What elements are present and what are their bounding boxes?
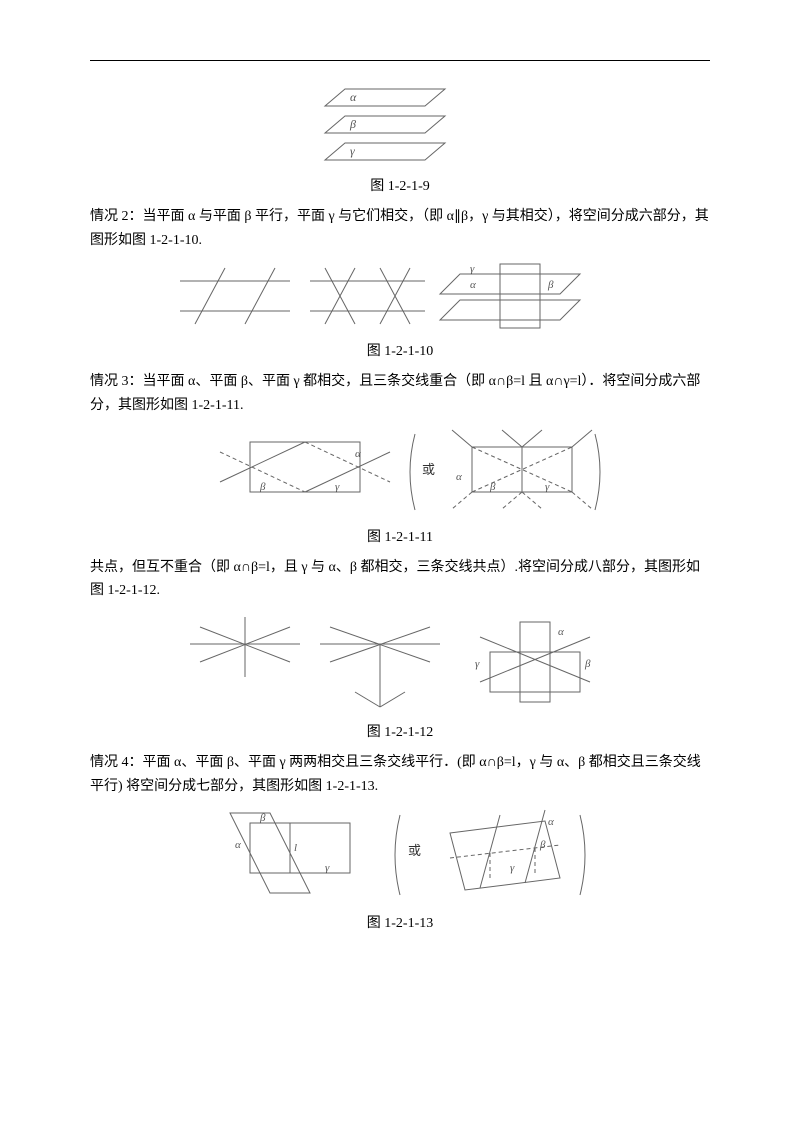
label-gamma-13: γ [325, 862, 330, 874]
figure-1-2-1-9: α β γ [90, 81, 710, 171]
label-l-13: l [294, 842, 297, 854]
label-beta-10: β [547, 279, 554, 291]
or-text-13: 或 [408, 843, 421, 858]
label-alpha: α [350, 90, 357, 104]
label-beta-13: β [259, 812, 266, 824]
label-gamma-10: γ [470, 263, 475, 275]
figure-1-2-1-12: α β γ [90, 607, 710, 717]
case3-text: 情况 3：当平面 α、平面 β、平面 γ 都相交，且三条交线重合（即 α∩β=l… [90, 370, 710, 418]
label-gamma-11b: γ [545, 481, 550, 493]
label-beta-11b: β [489, 481, 496, 493]
case4-text: 情况 4：平面 α、平面 β、平面 γ 两两相交且三条交线平行．(即 α∩β=l… [90, 751, 710, 799]
label-alpha-13: α [235, 839, 241, 851]
label-gamma-11: γ [335, 481, 340, 493]
case2-text: 情况 2：当平面 α 与平面 β 平行，平面 γ 与它们相交，（即 α∥β，γ … [90, 205, 710, 253]
label-gamma: γ [350, 144, 355, 158]
caption-1-2-1-9: 图 1-2-1-9 [90, 175, 710, 199]
figure-1-2-1-11: α β γ 或 [90, 422, 710, 522]
caption-1-2-1-11: 图 1-2-1-11 [90, 526, 710, 550]
caption-1-2-1-12: 图 1-2-1-12 [90, 721, 710, 745]
label-gamma-12: γ [475, 658, 480, 670]
label-alpha-10: α [470, 279, 476, 291]
label-beta: β [349, 117, 356, 131]
figure-1-2-1-10: γ α β [90, 256, 710, 336]
label-alpha-13b: α [548, 816, 554, 828]
label-gamma-13b: γ [510, 862, 515, 874]
figure-1-2-1-13: α β γ l 或 α β γ [90, 803, 710, 908]
caption-1-2-1-10: 图 1-2-1-10 [90, 340, 710, 364]
label-alpha-12: α [558, 626, 564, 638]
label-beta-12: β [584, 658, 591, 670]
label-beta-13b: β [539, 839, 546, 851]
label-beta-11: β [259, 481, 266, 493]
top-rule [90, 60, 710, 61]
or-text-11: 或 [422, 462, 435, 477]
label-alpha-11b: α [456, 471, 462, 483]
mid-text: 共点，但互不重合（即 α∩β=l，且 γ 与 α、β 都相交，三条交线共点）.将… [90, 556, 710, 604]
caption-1-2-1-13: 图 1-2-1-13 [90, 912, 710, 936]
label-alpha-11: α [355, 448, 361, 460]
